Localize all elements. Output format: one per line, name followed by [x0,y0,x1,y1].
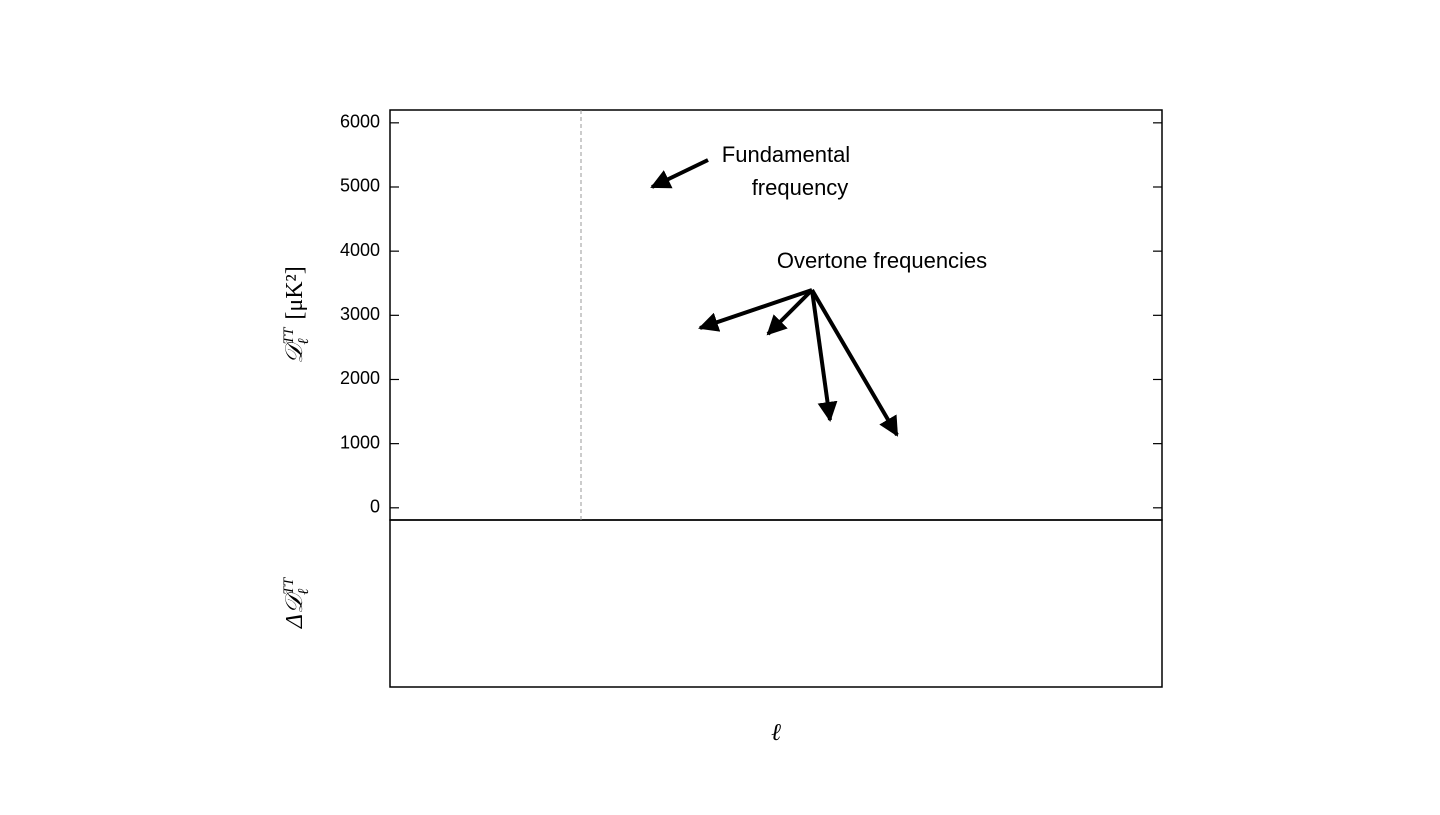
top-frame [389,109,1163,521]
annotation-arrows [650,158,899,437]
residual-y-axis-label: Δ𝒟ℓTT [281,576,312,629]
y-tick-label: 1000 [340,432,380,452]
y-axis-label: 𝒟ℓTT[μK²] [281,266,312,363]
y-tick-label: 6000 [340,112,380,132]
x-axis-label: ℓ [771,720,781,746]
y-label-sup: TT [281,326,297,344]
y-label-symbol: Δ𝒟 [282,590,308,629]
y-tick-label: 4000 [340,240,380,260]
arrow [810,289,838,422]
y-label-sub: ℓ [296,589,312,595]
annotation: Fundamental [722,142,850,167]
arrow [810,288,899,437]
bottom-frame [389,519,1163,688]
y-tick-label: 0 [370,497,380,517]
y-label-sup: TT [281,576,297,594]
y-label-unit: [μK²] [282,266,308,319]
y-label-sub: ℓ [296,338,312,344]
arrow [698,288,813,332]
arrow [650,158,709,189]
annotation: Overtone frequencies [777,248,987,273]
annotation: frequency [752,175,849,200]
y-tick-label: 5000 [340,176,380,196]
y-tick-label: 3000 [340,304,380,324]
y-tick-label: 2000 [340,368,380,388]
arrow [766,288,814,336]
